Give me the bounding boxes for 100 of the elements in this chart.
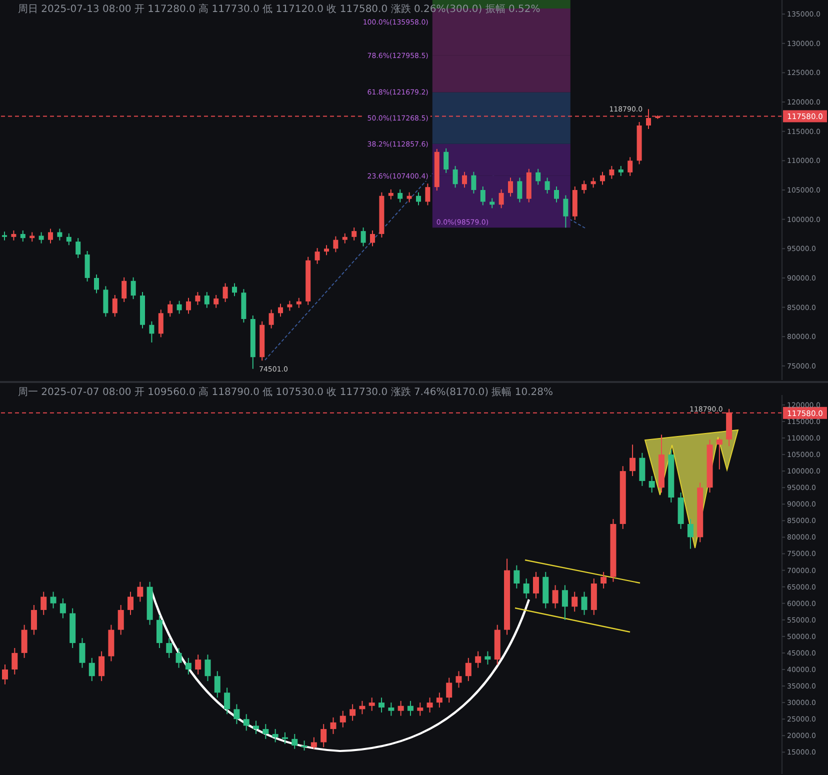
- candlestick: [490, 198, 495, 209]
- candlestick: [572, 591, 578, 612]
- candlestick: [416, 192, 421, 206]
- candlestick: [484, 650, 491, 666]
- candlestick: [60, 598, 66, 619]
- candlestick: [149, 320, 154, 343]
- candlestick: [350, 704, 356, 722]
- candlestick: [687, 518, 694, 550]
- candlestick: [66, 232, 72, 246]
- candlestick: [301, 740, 308, 752]
- candlestick: [158, 309, 164, 338]
- candlestick: [444, 148, 449, 174]
- candlestick: [471, 171, 476, 194]
- candlestick: [554, 186, 559, 203]
- candlestick: [310, 736, 317, 750]
- candlestick: [320, 724, 327, 748]
- candlestick: [618, 165, 624, 176]
- candlestick: [536, 168, 541, 186]
- candlestick: [462, 171, 467, 188]
- candlestick: [156, 614, 162, 648]
- candlestick: [314, 248, 320, 264]
- candlestick: [296, 297, 302, 308]
- candlestick: [166, 638, 172, 658]
- candlestick: [11, 230, 16, 241]
- candlestick: [88, 657, 95, 682]
- candlestick: [268, 309, 274, 329]
- candlestick: [563, 194, 568, 228]
- candlestick: [50, 591, 56, 609]
- candlestick: [417, 702, 424, 716]
- candlestick: [40, 591, 47, 616]
- candlestick: [234, 704, 240, 725]
- candlestick: [426, 697, 433, 713]
- candlestick: [407, 700, 414, 716]
- candlestick: [185, 657, 192, 675]
- candlestick: [436, 692, 442, 708]
- candlestick: [12, 647, 18, 675]
- candlestick: [204, 292, 210, 308]
- candlestick: [639, 452, 646, 486]
- candlestick: [352, 227, 357, 241]
- candlestick: [112, 294, 118, 318]
- candlestick: [38, 232, 44, 244]
- candlestick: [582, 180, 587, 194]
- candlestick: [425, 183, 430, 206]
- candlestick: [590, 177, 596, 188]
- candlestick: [480, 186, 486, 206]
- candlestick: [398, 700, 404, 716]
- candlestick: [552, 584, 558, 609]
- candlestick: [48, 228, 53, 244]
- candlestick: [359, 700, 366, 715]
- candlestick: [340, 710, 346, 728]
- candlestick: [262, 724, 269, 740]
- candlestick: [176, 647, 182, 668]
- chart-title: 周一 2025-07-07 08:00 开 109560.0 高 118790.0 低 107530.0 收 117730.0 涨跌 7.46%(8170.0) 振幅 10.28%: [18, 386, 553, 399]
- candlestick: [57, 228, 62, 241]
- candlestick: [30, 232, 35, 242]
- candlestick: [292, 733, 298, 750]
- candlestick: [278, 303, 283, 318]
- candlestick: [600, 171, 605, 186]
- candlestick: [20, 230, 26, 242]
- candlestick: [186, 297, 191, 314]
- candlestick: [287, 300, 292, 312]
- candlestick: [94, 274, 99, 294]
- candlestick: [630, 444, 636, 477]
- candlestick: [232, 282, 237, 297]
- candlestick: [30, 604, 37, 636]
- candlestick: [204, 654, 211, 682]
- candlestick: [581, 591, 588, 616]
- candlestick: [214, 294, 219, 308]
- candlestick: [130, 276, 136, 300]
- candlestick: [523, 578, 530, 599]
- candlestick: [21, 624, 28, 658]
- candlestick: [128, 591, 134, 616]
- candlestick: [600, 571, 607, 589]
- candlestick: [475, 650, 482, 668]
- candlestick: [456, 670, 462, 688]
- candlestick: [446, 677, 452, 704]
- candlestick: [342, 232, 348, 244]
- candlestick: [118, 604, 124, 636]
- candlestick: [648, 476, 655, 494]
- candlestick: [517, 177, 522, 203]
- candlestick: [388, 188, 394, 200]
- candlestick: [330, 716, 336, 734]
- candlestick: [137, 581, 144, 602]
- candlestick: [370, 230, 375, 247]
- candlestick: [628, 156, 633, 176]
- candlestick: [333, 236, 338, 253]
- candlestick: [243, 714, 250, 732]
- candlestick: [168, 300, 173, 318]
- candlestick: [716, 437, 722, 470]
- candlestick: [508, 177, 513, 197]
- candlestick: [360, 227, 366, 247]
- candlestick: [195, 654, 202, 675]
- candlestick: [103, 286, 108, 318]
- candlestick: [324, 244, 329, 256]
- chart-title: 周日 2025-07-13 08:00 开 117280.0 高 117730.0 低 117120.0 收 117580.0 涨跌 0.26%(300.0) 振幅 0.52%: [18, 2, 540, 16]
- candlestick: [176, 300, 182, 314]
- candlestick: [498, 188, 504, 209]
- candlestick: [514, 564, 520, 589]
- candlestick: [195, 292, 200, 306]
- candlestick: [562, 584, 568, 620]
